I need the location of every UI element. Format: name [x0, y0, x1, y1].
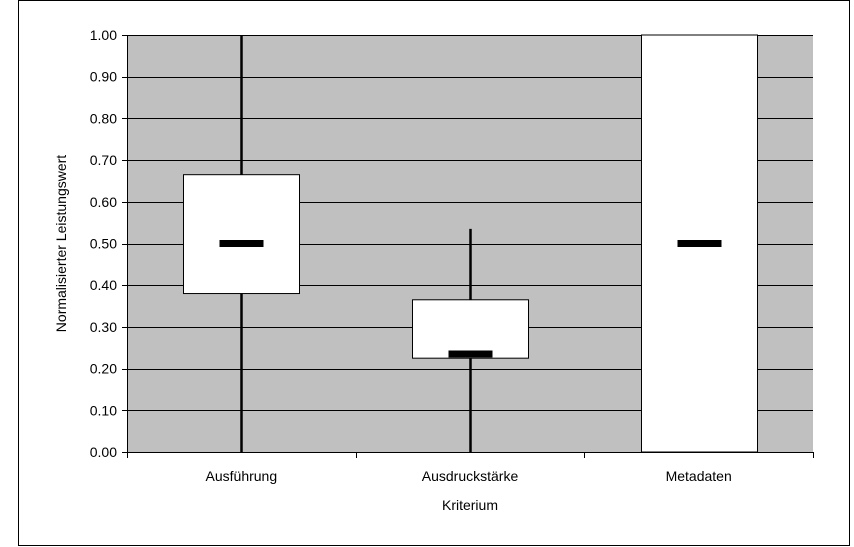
box-1 — [183, 35, 300, 452]
x-axis-title: Kriterium — [442, 497, 498, 513]
median-2 — [448, 350, 493, 358]
y-tick-label: 0.70 — [90, 152, 117, 168]
y-tick-label: 0.00 — [90, 444, 117, 460]
y-tick-label: 0.20 — [90, 361, 117, 377]
median-3 — [677, 240, 722, 247]
box-rect-2 — [412, 299, 529, 359]
x-tick-label: Ausdruckstärke — [422, 468, 519, 484]
median-1 — [219, 240, 264, 247]
x-tick-label: Ausführung — [206, 468, 278, 484]
y-tick-label: 1.00 — [90, 27, 117, 43]
axes — [122, 35, 814, 458]
y-tick-label: 0.10 — [90, 402, 117, 418]
y-axis-title: Normalisierter Leistungswert — [53, 155, 69, 333]
x-tick-label: Metadaten — [666, 468, 732, 484]
x-tick-labels: Ausführung Ausdruckstärke Metadaten — [206, 468, 732, 484]
y-tick-label: 0.30 — [90, 319, 117, 335]
boxes — [183, 34, 758, 453]
box-3 — [641, 34, 758, 453]
box-2 — [412, 228, 529, 452]
box-rect-1 — [183, 174, 300, 295]
y-tick-labels: 0.00 0.10 0.20 0.30 0.40 0.50 0.60 0.70 0.80 0.90… — [90, 27, 117, 460]
y-tick-label: 0.50 — [90, 236, 117, 252]
y-tick-label: 0.80 — [90, 110, 117, 126]
y-tick-label: 0.40 — [90, 277, 117, 293]
y-tick-label: 0.60 — [90, 194, 117, 210]
y-tick-label: 0.90 — [90, 69, 117, 85]
